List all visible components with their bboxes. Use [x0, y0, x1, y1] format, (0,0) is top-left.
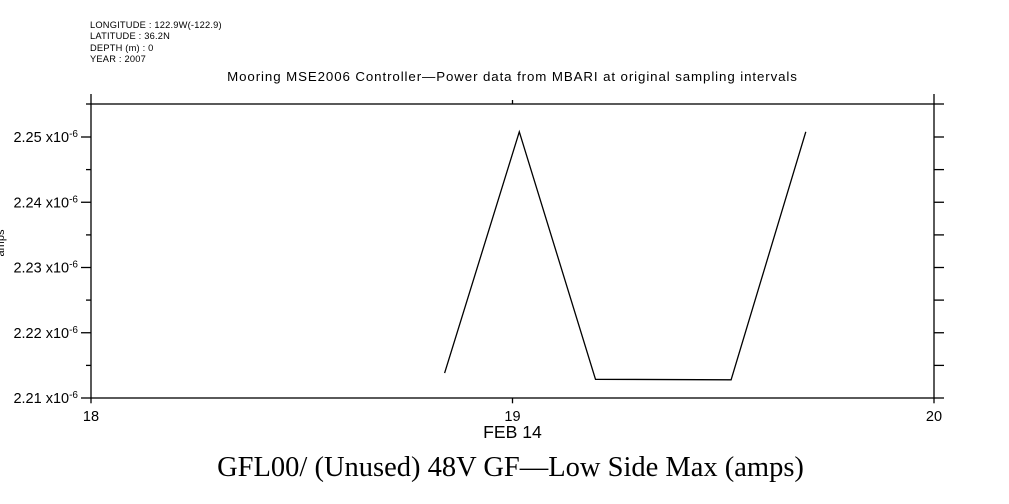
svg-text:amps: amps: [0, 229, 7, 256]
svg-text:2.21 x10-6: 2.21 x10-6: [13, 390, 78, 407]
svg-text:2.23 x10-6: 2.23 x10-6: [13, 260, 78, 277]
svg-text:20: 20: [926, 409, 942, 425]
svg-text:2.22 x10-6: 2.22 x10-6: [13, 325, 78, 342]
svg-text:2.24 x10-6: 2.24 x10-6: [13, 194, 78, 211]
svg-text:2.25 x10-6: 2.25 x10-6: [13, 129, 78, 146]
svg-text:18: 18: [83, 409, 99, 425]
svg-text:FEB 14: FEB 14: [483, 422, 542, 442]
